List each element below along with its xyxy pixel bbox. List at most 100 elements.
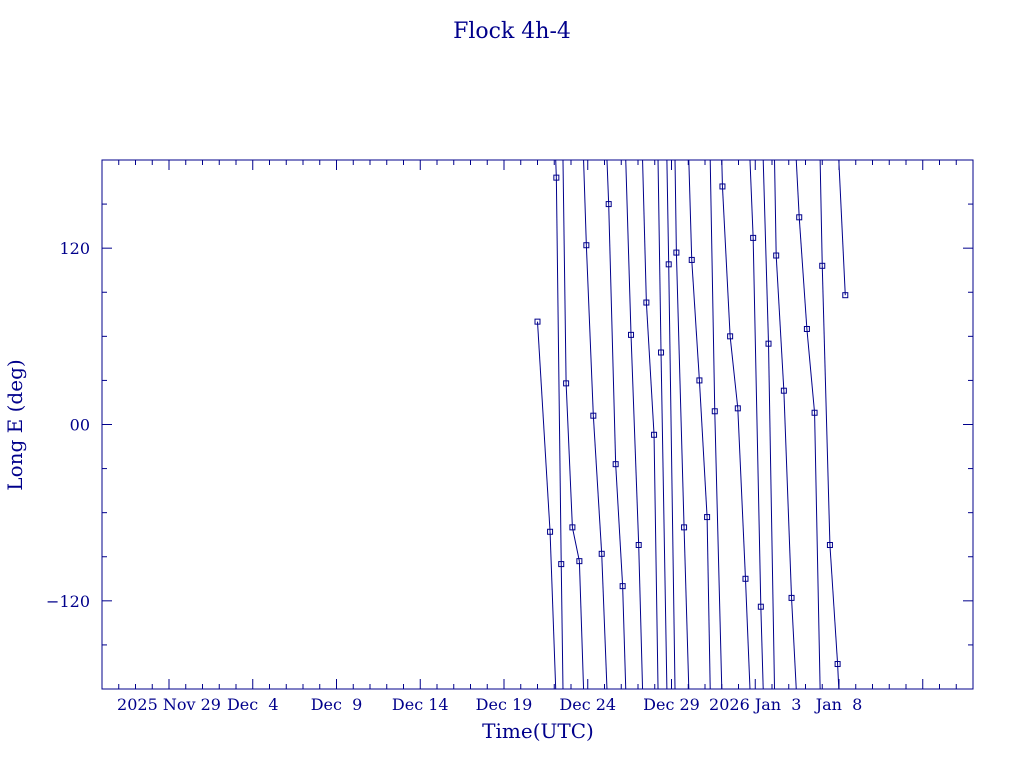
series-line-segment	[625, 160, 632, 335]
series-line-segment	[795, 160, 800, 218]
series-line-segment	[666, 160, 670, 265]
series-line-segment	[714, 411, 723, 689]
data-point	[673, 249, 680, 256]
series-line-segment	[837, 663, 840, 689]
data-point	[651, 431, 658, 438]
data-point	[583, 242, 590, 249]
x-tick-label: 2025 Nov 29	[117, 695, 221, 714]
data-point	[788, 594, 795, 601]
data-point	[826, 541, 833, 548]
data-point	[842, 292, 849, 299]
series-line-segment	[657, 160, 662, 353]
data-point	[765, 340, 772, 347]
data-point	[727, 333, 734, 340]
series-line-segment	[721, 186, 731, 337]
series-line-segment	[560, 564, 564, 689]
data-point	[803, 325, 810, 332]
series-line-segment	[601, 553, 608, 689]
data-point	[796, 214, 803, 221]
series-line-segment	[768, 343, 776, 689]
series-line-segment	[608, 204, 617, 465]
data-point	[576, 558, 583, 565]
series-line-segment	[537, 321, 551, 532]
data-point	[681, 524, 688, 531]
series-line-segment	[819, 160, 823, 266]
series-line-segment	[583, 160, 587, 246]
series-line-segment	[706, 517, 711, 689]
series-line-segment	[630, 334, 640, 546]
data-point	[558, 561, 565, 568]
data-point	[569, 524, 576, 531]
data-point	[590, 412, 597, 419]
data-point	[757, 603, 764, 610]
series-line-segment	[549, 531, 557, 689]
x-tick-label: Dec 19	[476, 695, 533, 714]
series-line-segment	[798, 217, 808, 330]
data-point	[742, 575, 749, 582]
series-line-segment	[585, 245, 594, 416]
data-point	[534, 318, 541, 325]
data-point	[696, 377, 703, 384]
series-line-segment	[638, 544, 644, 689]
series-line-segment	[709, 160, 716, 412]
data-point	[563, 380, 570, 387]
x-tick-label: Dec 29	[643, 695, 700, 714]
series-line-segment	[821, 265, 831, 546]
data-point	[819, 262, 826, 269]
data-point	[619, 583, 626, 590]
x-axis-label: Time(UTC)	[482, 719, 594, 743]
x-tick-label: Dec 24	[559, 695, 616, 714]
y-tick-label: 120	[59, 239, 90, 258]
series-line-segment	[683, 527, 690, 689]
series-line-segment	[688, 160, 693, 260]
series-layer	[534, 160, 849, 689]
series-line-segment	[660, 352, 668, 689]
series-line-segment	[721, 160, 723, 187]
series-line-segment	[691, 259, 700, 381]
series-line-segment	[762, 160, 770, 344]
x-tick-label: Dec 14	[392, 695, 449, 714]
series-line-segment	[698, 380, 708, 518]
series-line-segment	[737, 408, 746, 579]
series-line-segment	[783, 390, 793, 598]
series-line-segment	[814, 412, 821, 689]
x-tick-label: Dec 9	[311, 695, 363, 714]
series-line-segment	[565, 383, 573, 528]
series-line-segment	[744, 578, 751, 689]
y-tick-label: 00	[70, 416, 90, 435]
series-line-segment	[774, 160, 777, 256]
series-line-segment	[729, 336, 739, 409]
series-line-segment	[622, 586, 627, 689]
series-line-segment	[578, 561, 585, 689]
series-line-segment	[606, 160, 610, 205]
data-point	[643, 299, 650, 306]
series-line-segment	[653, 434, 659, 689]
series-line-segment	[752, 237, 762, 607]
data-point	[711, 408, 718, 415]
data-point	[635, 541, 642, 548]
data-point	[773, 252, 780, 259]
series-line-segment	[592, 415, 603, 554]
series-line-segment	[775, 255, 785, 391]
data-point	[598, 550, 605, 557]
x-tick-label: 2026 Jan 3	[709, 695, 801, 714]
y-axis-label: Long E (deg)	[3, 359, 27, 490]
x-tick-label: Dec 4	[227, 695, 279, 714]
data-point	[605, 201, 612, 208]
series-line-segment	[571, 527, 580, 562]
data-point	[688, 256, 695, 263]
data-point	[750, 234, 757, 241]
series-line-segment	[838, 160, 846, 296]
chart-title: Flock 4h-4	[453, 19, 571, 44]
data-point	[811, 409, 818, 416]
data-point	[704, 514, 711, 521]
data-point	[834, 661, 841, 668]
series-line-segment	[760, 606, 764, 689]
series-line-segment	[829, 544, 839, 665]
series-line-segment	[645, 302, 655, 435]
data-point	[628, 331, 635, 338]
data-point	[612, 461, 619, 468]
series-line-segment	[791, 597, 797, 689]
axis-ticks	[101, 159, 974, 690]
